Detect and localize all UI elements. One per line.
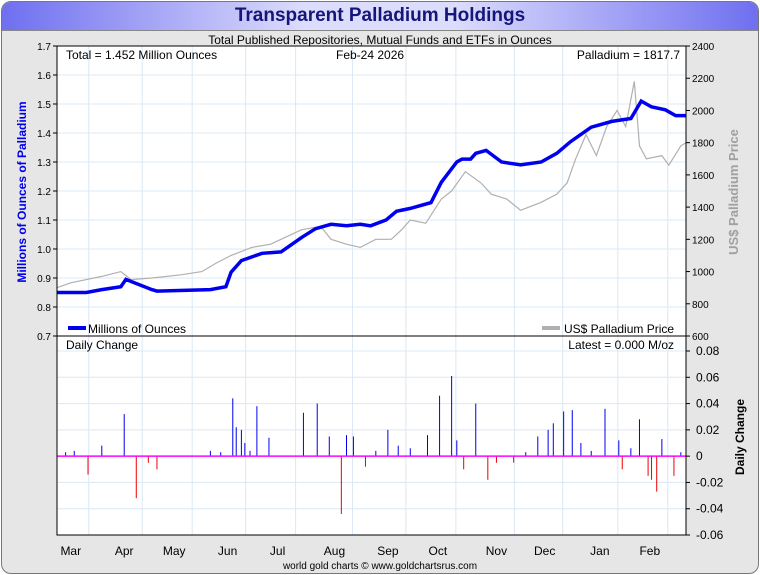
- daily-change-title: Daily Change: [66, 338, 138, 352]
- latest-label: Latest = 0.000 M/oz: [568, 338, 674, 352]
- y-tick-label: 1.0: [37, 245, 51, 256]
- month-label: Feb: [639, 544, 660, 558]
- daily-tick-label: -0.04: [696, 502, 724, 516]
- month-label: Jun: [218, 544, 237, 558]
- y2-tick-label: 2000: [692, 106, 715, 117]
- daily-tick-label: 0.02: [696, 423, 720, 437]
- y2-tick-label: 1600: [692, 171, 715, 182]
- legend-price: US$ Palladium Price: [564, 322, 674, 336]
- month-label: Aug: [324, 544, 345, 558]
- total-label: Total = 1.452 Million Ounces: [66, 48, 217, 62]
- y-tick-label: 1.2: [37, 187, 51, 198]
- legend-holdings: Millions of Ounces: [88, 322, 186, 336]
- y2-tick-label: 800: [692, 300, 709, 311]
- daily-tick-label: 0.08: [696, 344, 720, 358]
- y2-tick-label: 1400: [692, 203, 715, 214]
- month-label: Oct: [429, 544, 448, 558]
- y-tick-label: 1.3: [37, 158, 51, 169]
- y-tick-label: 0.9: [37, 274, 51, 285]
- holdings-line: [57, 98, 686, 295]
- left-axis-title: Millions of Ounces of Palladium: [15, 101, 29, 282]
- y-tick-label: 0.7: [37, 332, 51, 343]
- footer-credit: world gold charts © www.goldchartsrus.co…: [282, 561, 477, 572]
- month-label: Nov: [486, 544, 507, 558]
- date-label: Feb-24 2026: [336, 48, 404, 62]
- y-tick-label: 0.8: [37, 303, 51, 314]
- month-label: Sep: [377, 544, 399, 558]
- y2-tick-label: 1200: [692, 235, 715, 246]
- daily-tick-label: -0.06: [696, 528, 724, 542]
- plot-border: [56, 45, 687, 536]
- legend-holdings-swatch: [68, 326, 86, 330]
- month-label: Jul: [270, 544, 285, 558]
- month-label: Mar: [60, 544, 81, 558]
- y-tick-label: 1.4: [37, 129, 51, 140]
- y2-tick-label: 1000: [692, 268, 715, 279]
- legend-price-swatch: [542, 326, 560, 330]
- daily-axis-title: Daily Change: [733, 399, 747, 475]
- y2-tick-label: 2200: [692, 74, 715, 85]
- daily-tick-label: 0.06: [696, 370, 720, 384]
- y2-tick-label: 600: [692, 332, 709, 343]
- month-label: Dec: [534, 544, 555, 558]
- y-tick-label: 1.7: [37, 42, 51, 53]
- month-label: Jan: [590, 544, 609, 558]
- daily-tick-label: -0.02: [696, 475, 724, 489]
- y2-tick-label: 2400: [692, 42, 715, 53]
- right-axis-title: US$ Palladium Price: [726, 129, 741, 255]
- y-tick-label: 1.1: [37, 216, 51, 227]
- daily-tick-label: 0: [696, 449, 703, 463]
- y-tick-label: 1.5: [37, 100, 51, 111]
- chart-title: Transparent Palladium Holdings: [234, 5, 526, 26]
- month-label: May: [163, 544, 186, 558]
- title-bar: Transparent Palladium Holdings: [2, 2, 758, 31]
- month-label: Apr: [115, 544, 134, 558]
- price-label: Palladium = 1817.7: [577, 48, 680, 62]
- daily-tick-label: 0.04: [696, 397, 720, 411]
- y-tick-label: 1.6: [37, 71, 51, 82]
- chart-subtitle: Total Published Repositories, Mutual Fun…: [208, 33, 552, 47]
- y2-tick-label: 1800: [692, 139, 715, 150]
